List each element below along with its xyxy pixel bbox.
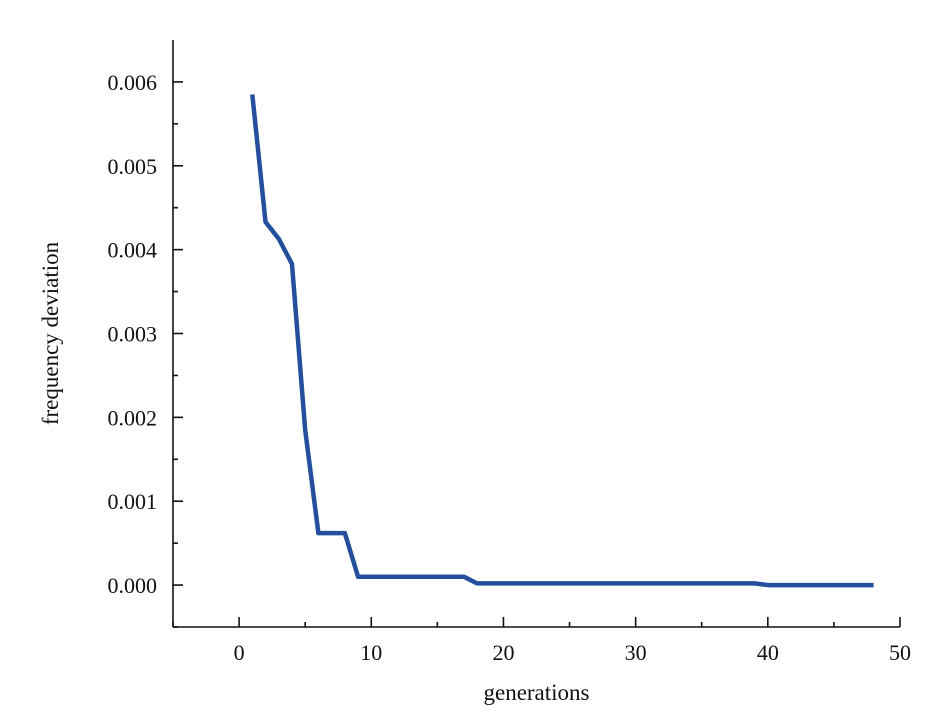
x-axis-ticks: 0 10 20 30 40 50 [172, 617, 911, 665]
y-tick-label: 0.000 [108, 573, 158, 598]
y-tick-label: 0.001 [108, 489, 158, 514]
y-tick-label: 0.002 [108, 405, 158, 430]
x-tick-label: 20 [492, 640, 514, 665]
y-tick-label: 0.004 [108, 238, 158, 263]
x-tick-label: 40 [757, 640, 779, 665]
x-tick-label: 0 [234, 640, 245, 665]
x-tick-label: 30 [625, 640, 647, 665]
y-axis-ticks: 0.000 0.001 0.002 0.003 0.004 0.005 0.006 [108, 70, 183, 628]
series-line [250, 94, 874, 588]
y-tick-label: 0.006 [108, 70, 158, 95]
x-tick-label: 10 [360, 640, 382, 665]
x-tick-label: 50 [889, 640, 911, 665]
y-tick-label: 0.005 [108, 154, 158, 179]
series-group [250, 94, 874, 588]
y-tick-label: 0.003 [108, 322, 158, 347]
x-axis-title: generations [483, 680, 589, 705]
axes [172, 40, 900, 628]
y-axis-title: frequency deviation [38, 241, 63, 425]
